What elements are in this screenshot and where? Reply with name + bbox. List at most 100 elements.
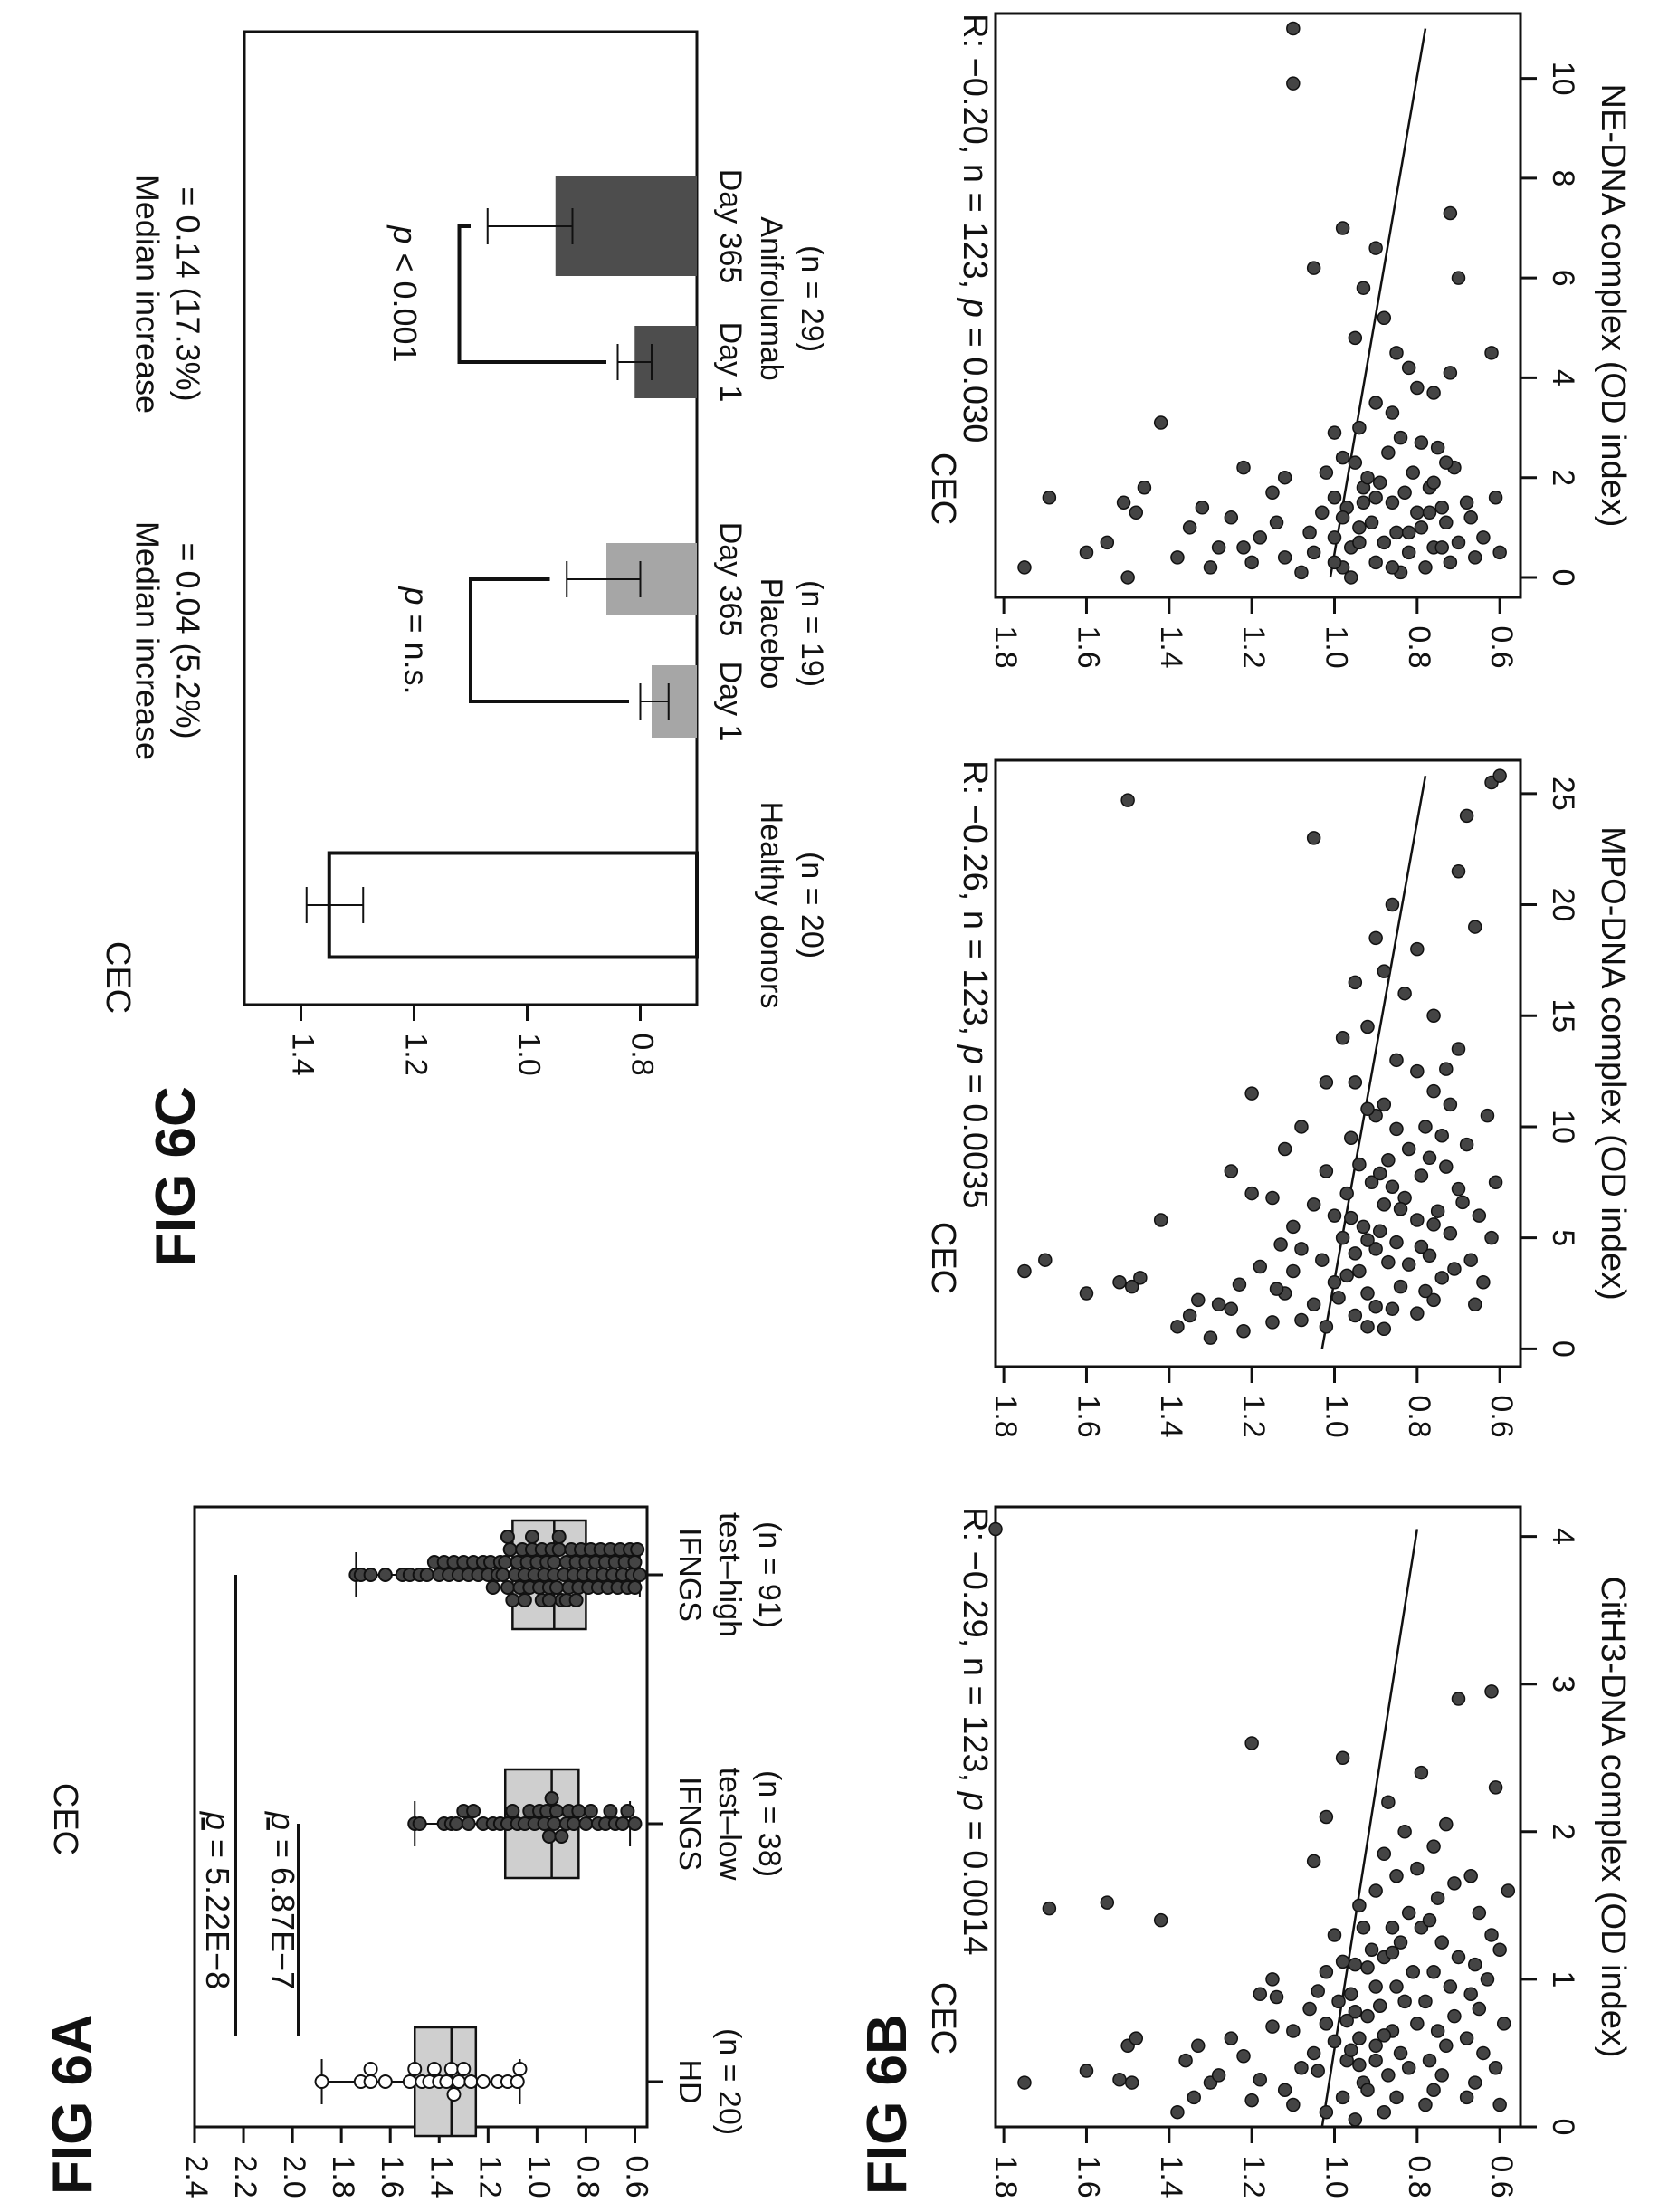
fig-6b-data-point [1137, 480, 1152, 495]
fig-6b-y-tick-label: 0.6 [1484, 1395, 1519, 1437]
fig-6b-data-point [1187, 2090, 1201, 2105]
fig-6b-data-point [1401, 1257, 1416, 1272]
fig-6b-data-point [1496, 2017, 1511, 2031]
fig-6b-data-point [1360, 1286, 1375, 1301]
fig-6b-data-point [1492, 768, 1507, 783]
fig-6b-data-point [1430, 440, 1445, 455]
fig-6b-data-point [1410, 1213, 1425, 1227]
fig-6b-data-point [1100, 535, 1115, 550]
fig-6c-bar [327, 851, 699, 959]
fig-6b-data-point [1124, 1279, 1139, 1294]
fig-6b-data-point [1344, 570, 1358, 585]
fig-6b-y-tick-label: 1.2 [1236, 2155, 1271, 2198]
fig-6b-data-point [1389, 525, 1404, 540]
fig-6b-data-point [1352, 2031, 1367, 2045]
fig-6b-data-point [1335, 221, 1350, 235]
fig-6b-data-point [1335, 1230, 1350, 1245]
fig-6b-data-point [1327, 2034, 1342, 2049]
fig-6b-data-point [1476, 1274, 1491, 1290]
fig-6b-data-point [1488, 1175, 1503, 1190]
fig-6b-data-point [1426, 1292, 1441, 1308]
fig-6b-panel-title-part: R: −0.20, n = 123, [956, 14, 994, 299]
fig-6b-data-point [1368, 396, 1383, 410]
fig-6b-data-point [1377, 1321, 1392, 1337]
fig-6b-data-point [1265, 485, 1280, 500]
fig-6a-data-point [377, 1568, 393, 1582]
fig-6b-data-point [1277, 2083, 1292, 2097]
fig-6b-data-point [1410, 1861, 1425, 1876]
fig-6b-data-point [1344, 1210, 1358, 1225]
fig-6b-data-point [1339, 1186, 1354, 1201]
fig-6b-data-point [1294, 1312, 1309, 1328]
fig-6b-data-point [1335, 510, 1350, 525]
fig-6c-bar-label: Day 365 [713, 522, 748, 637]
fig-6a-data-point [363, 1568, 378, 1582]
fig-6a-p-value: p = 5.22E−8 [199, 1811, 236, 1989]
fig-6b-y-tick-label: 1.2 [1236, 625, 1271, 668]
fig-6a-data-point [363, 2062, 378, 2076]
fig-6b-data-point [1410, 380, 1425, 396]
fig-6b-data-point [1468, 1957, 1482, 1972]
fig-6b-data-point [1451, 1042, 1466, 1056]
fig-6a-label: FIG 6A [42, 2014, 104, 2195]
fig-6c-y-tick-label: 0.8 [625, 1033, 660, 1075]
fig-6b-charts: 1.8 1.6 1.4 1.2 1.0 0.8 0.6 0 1 2 3 4 CitH3-DNA comp… [924, 12, 1632, 2198]
fig-6b-data-point [1335, 450, 1350, 465]
fig-6b-data-point [1306, 2045, 1321, 2061]
fig-6b-data-point [1224, 1301, 1239, 1316]
fig-6b-data-point [1443, 366, 1458, 380]
fig-6b-data-point [1170, 550, 1185, 565]
fig-6a-category-label: (n = 38) [752, 1770, 786, 1877]
fig-6b-data-point [1368, 241, 1383, 255]
fig-6b-data-point [1418, 1120, 1433, 1134]
fig-6b-data-point [1389, 1235, 1404, 1250]
fig-6b-data-point [1492, 1942, 1507, 1958]
fig-6b-data-point [1306, 1854, 1321, 1869]
fig-6b-data-point [1352, 535, 1367, 550]
fig-6b-data-point [1451, 535, 1466, 550]
fig-6a-data-point [627, 1816, 643, 1831]
fig-6b-data-point [1385, 1301, 1400, 1316]
fig-6b-data-point [1397, 1825, 1412, 1839]
fig-6b-data-point [1410, 2017, 1425, 2031]
fig-6b-data-point [1335, 1031, 1350, 1045]
fig-6a-data-point [524, 1530, 539, 1544]
fig-6b-data-point [1042, 1901, 1057, 1916]
fig-6b-data-point [1265, 1972, 1280, 1987]
fig-6b-data-point [1492, 2097, 1507, 2112]
fig-6b-data-point [1294, 1120, 1309, 1134]
fig-6a-data-point [620, 1804, 635, 1818]
fig-6b-data-point [1463, 510, 1478, 525]
fig-6b-data-point [1344, 1130, 1358, 1145]
fig-6b-data-point [1302, 2001, 1317, 2017]
fig-6b-data-point [1418, 1994, 1433, 2009]
fig-6b-x-tick-label: 2 [1546, 1823, 1580, 1840]
fig-6a-data-point [549, 1580, 564, 1595]
fig-6b-data-point [1319, 1320, 1334, 1334]
fig-6b-data-point [1501, 1883, 1516, 1898]
fig-6b-data-point [1393, 1935, 1408, 1950]
fig-6b-data-point [1406, 465, 1421, 480]
fig-6b-data-point [1348, 330, 1363, 346]
fig-6a-data-point [402, 2074, 417, 2089]
fig-6a-p-value: p = 6.87E−7 [264, 1811, 301, 1989]
fig-6b-data-point [1410, 1063, 1425, 1079]
fig-6b-data-point [1439, 515, 1454, 530]
fig-6b-y-axis-title: CEC [924, 1222, 962, 1294]
fig-6b-data-point [1426, 386, 1441, 400]
fig-6b-data-point [1468, 550, 1482, 565]
fig-6b-data-point [1426, 1965, 1441, 1979]
fig-6a-data-point [498, 1555, 513, 1569]
fig-6b-panel-3: 1.8 1.6 1.4 1.2 1.0 0.8 0.6 0 2 4 6 8 10 NE-DNA compl… [924, 12, 1632, 669]
fig-6b-data-point [1488, 2061, 1503, 2075]
fig-6b-data-point [1488, 490, 1503, 505]
fig-6b-data-point [1178, 2053, 1193, 2068]
fig-6b-data-point [1129, 505, 1144, 520]
fig-6c-group-label: Placebo [754, 578, 788, 690]
fig-6b-data-point [1331, 1994, 1346, 2009]
fig-6b-data-point [1397, 986, 1412, 1001]
fig-6a-category-label: test–high [712, 1512, 747, 1637]
fig-6b-data-point [1153, 1912, 1168, 1928]
fig-6b-data-point [1356, 281, 1371, 295]
fig-6b-y-tick-label: 1.6 [1071, 2155, 1105, 2198]
